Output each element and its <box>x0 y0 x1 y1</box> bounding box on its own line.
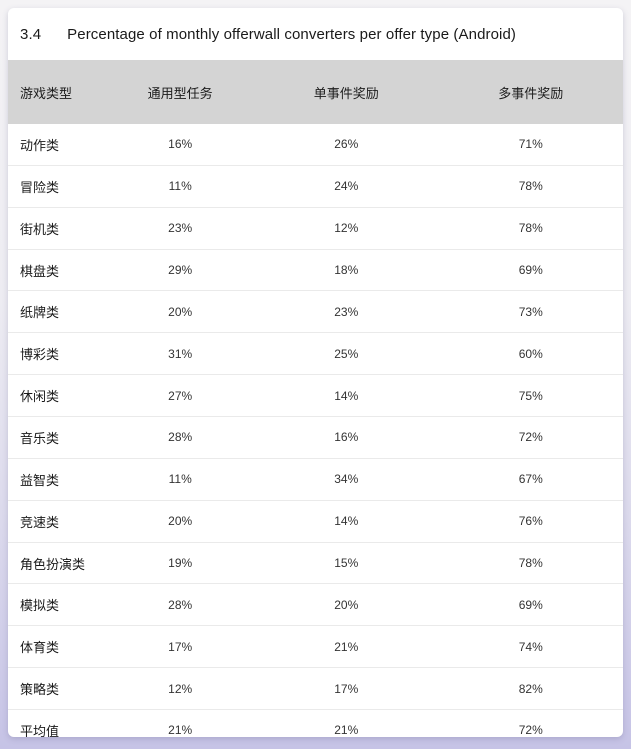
row-value: 21% <box>106 709 254 737</box>
row-value: 20% <box>253 583 439 626</box>
row-label: 音乐类 <box>8 416 107 459</box>
table-row: 音乐类 28% 16% 72% <box>8 416 623 459</box>
row-value: 27% <box>106 374 254 417</box>
table-header-row: 游戏类型 通用型任务 单事件奖励 多事件奖励 <box>8 60 623 124</box>
row-label: 角色扮演类 <box>8 541 107 584</box>
row-value: 78% <box>438 164 623 208</box>
table-body: 动作类 16% 26% 71% 冒险类 11% 24% 78% 街机类 23% 12% 78% 棋盘类 2… <box>8 124 623 737</box>
row-label: 棋盘类 <box>8 248 107 291</box>
row-label: 博彩类 <box>8 332 107 375</box>
table-row: 棋盘类 29% 18% 69% <box>8 248 623 291</box>
row-value: 73% <box>438 290 623 333</box>
table-row: 休闲类 27% 14% 75% <box>8 374 623 417</box>
row-value: 17% <box>106 625 254 668</box>
row-value: 78% <box>438 206 623 250</box>
row-label: 休闲类 <box>8 374 107 417</box>
column-header: 单事件奖励 <box>253 60 439 124</box>
row-value: 25% <box>253 332 439 375</box>
row-value: 74% <box>438 625 623 668</box>
row-value: 71% <box>518 137 543 152</box>
table-row: 街机类 23% 12% 78% <box>8 206 623 250</box>
row-value: 12% <box>253 206 439 250</box>
row-value: 20% <box>106 290 254 333</box>
row-value: 69% <box>438 248 623 291</box>
row-value: 60% <box>438 332 623 375</box>
table-row: 策略类 12% 17% 82% <box>8 667 623 710</box>
section-number: 3.4 <box>20 25 42 43</box>
row-value: 26% <box>334 137 359 152</box>
table-row: 体育类 17% 21% 74% <box>8 625 623 668</box>
row-label: 冒险类 <box>8 164 107 208</box>
row-value: 28% <box>106 583 254 626</box>
row-label: 竞速类 <box>8 499 107 543</box>
row-value: 11% <box>106 164 254 208</box>
section-title: 3.4 Percentage of monthly offerwall conv… <box>8 8 623 60</box>
row-value: 21% <box>253 709 439 737</box>
column-header: 通用型任务 <box>106 60 254 124</box>
row-value: 11% <box>106 457 254 501</box>
section-title-text: Percentage of monthly offerwall converte… <box>67 25 517 43</box>
row-value: 69% <box>438 583 623 626</box>
column-header: 多事件奖励 <box>438 60 623 124</box>
row-value: 24% <box>253 164 439 208</box>
table-row: 平均值 21% 21% 72% <box>8 709 623 737</box>
row-value: 18% <box>253 248 439 291</box>
row-value: 28% <box>106 416 254 459</box>
row-value: 20% <box>106 499 254 543</box>
row-value: 67% <box>438 457 623 501</box>
row-label: 益智类 <box>8 457 107 501</box>
row-value: 21% <box>253 625 439 668</box>
row-value: 16% <box>253 416 439 459</box>
table-row: 模拟类 28% 20% 69% <box>8 583 623 626</box>
row-value: 15% <box>253 541 439 584</box>
row-value: 75% <box>438 374 623 417</box>
row-label: 纸牌类 <box>8 290 107 333</box>
row-value: 23% <box>106 206 254 250</box>
table-row: 角色扮演类 19% 15% 78% <box>8 541 623 584</box>
row-value: 82% <box>438 667 623 710</box>
row-label: 体育类 <box>8 625 107 668</box>
row-value: 23% <box>253 290 439 333</box>
row-value: 78% <box>438 541 623 584</box>
table-row: 冒险类 11% 24% 78% <box>8 164 623 208</box>
row-value: 14% <box>253 374 439 417</box>
row-value: 72% <box>438 709 623 737</box>
offer-type-table: 游戏类型 通用型任务 单事件奖励 多事件奖励 动作类 16% 26% 71% 冒险类 11% 24… <box>8 60 623 737</box>
row-value: 29% <box>106 248 254 291</box>
row-label: 动作类 <box>20 137 60 153</box>
row-label: 模拟类 <box>8 583 107 626</box>
row-label: 平均值 <box>8 709 107 737</box>
table-row: 竞速类 20% 14% 76% <box>8 499 623 543</box>
row-value: 17% <box>253 667 439 710</box>
row-value: 34% <box>253 457 439 501</box>
table-row: 博彩类 31% 25% 60% <box>8 332 623 375</box>
row-value: 16% <box>168 137 193 152</box>
table-row: 益智类 11% 34% 67% <box>8 457 623 501</box>
row-label: 街机类 <box>8 206 107 250</box>
table-row: 动作类 16% 26% 71% <box>8 124 623 165</box>
report-card: 3.4 Percentage of monthly offerwall conv… <box>8 8 623 737</box>
row-value: 14% <box>253 499 439 543</box>
row-label: 策略类 <box>8 667 107 710</box>
row-value: 72% <box>438 416 623 459</box>
row-value: 31% <box>106 332 254 375</box>
table-row: 纸牌类 20% 23% 73% <box>8 290 623 333</box>
row-value: 12% <box>106 667 254 710</box>
column-header: 游戏类型 <box>8 60 107 124</box>
row-value: 19% <box>106 541 254 584</box>
row-value: 76% <box>438 499 623 543</box>
